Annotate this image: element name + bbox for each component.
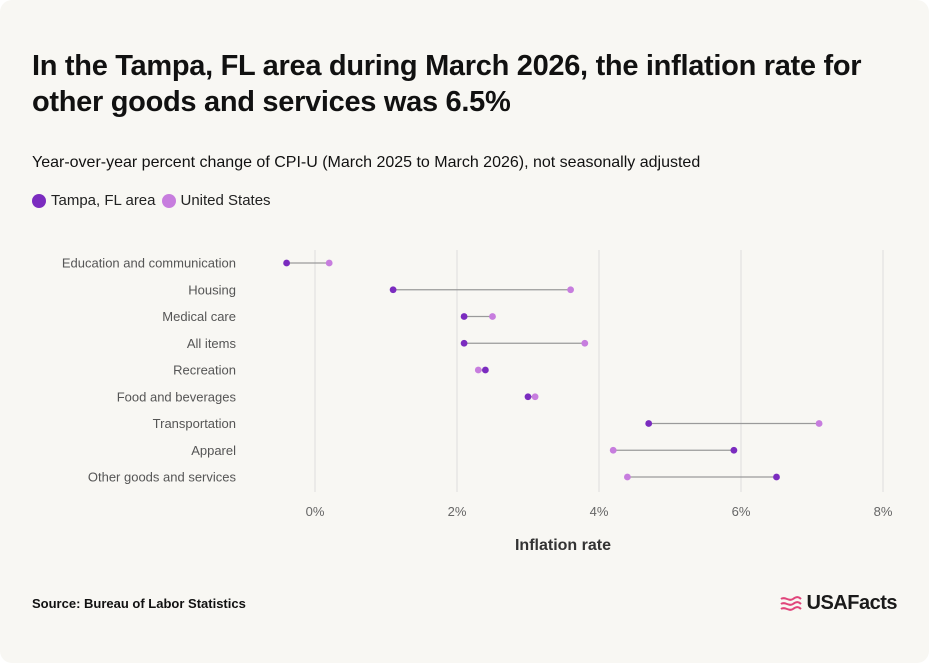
x-tick-label: 4% (590, 504, 609, 519)
category-label: Housing (188, 282, 236, 297)
us-dot (567, 286, 574, 294)
category-label: All items (187, 336, 237, 351)
x-tick-label: 0% (306, 504, 325, 519)
category-label: Apparel (191, 443, 236, 458)
x-tick-label: 8% (874, 504, 893, 519)
flag-icon (779, 595, 802, 611)
us-dot (474, 366, 482, 374)
legend-label-us: United States (180, 192, 271, 209)
x-axis-label: Inflation rate (515, 537, 611, 554)
grid-layer (314, 250, 884, 492)
x-tick-labels: 0% 2% 4% 6% 8% (306, 504, 893, 519)
tampa-dot (482, 366, 489, 374)
us-dot (581, 339, 589, 347)
brand-logo[interactable]: USAFacts (779, 592, 898, 615)
category-label: Other goods and services (88, 470, 237, 485)
tampa-dot (460, 313, 468, 320)
x-tick-label: 2% (448, 504, 467, 519)
tampa-dot (645, 420, 653, 427)
dot-layer (283, 259, 823, 481)
category-label: Education and communication (62, 256, 236, 271)
category-label: Food and beverages (117, 389, 237, 404)
legend-item-us: United States (161, 192, 271, 209)
legend-label-tampa: Tampa, FL area (51, 192, 156, 209)
legend-item-tampa: Tampa, FL area (32, 192, 156, 209)
x-tick-label: 6% (732, 504, 751, 519)
tampa-dot (389, 286, 397, 294)
legend-swatch-us (161, 193, 176, 208)
chart-title: In the Tampa, FL area during March 2026,… (32, 50, 862, 118)
category-labels: Education and communication Housing Medica… (62, 256, 237, 485)
tampa-dot (460, 339, 468, 347)
us-dot (325, 259, 333, 267)
chart-subtitle: Year-over-year percent change of CPI-U (… (32, 154, 701, 171)
us-dot (624, 473, 631, 481)
tampa-dot (283, 259, 290, 267)
us-dot (815, 420, 823, 427)
tampa-dot (730, 446, 738, 454)
connector-layer (286, 262, 820, 478)
brand-name: USAFacts (806, 592, 898, 614)
category-label: Recreation (173, 363, 236, 378)
legend-swatch-tampa (32, 193, 46, 208)
us-dot (489, 313, 496, 320)
us-dot (531, 393, 539, 401)
category-label: Transportation (153, 416, 236, 431)
tampa-dot (773, 473, 780, 481)
source-note: Source: Bureau of Labor Statistics (32, 596, 246, 611)
us-dot (609, 446, 617, 454)
chart-legend: Tampa, FL area United States (32, 192, 277, 209)
tampa-dot (524, 393, 532, 401)
category-label: Medical care (162, 309, 236, 324)
